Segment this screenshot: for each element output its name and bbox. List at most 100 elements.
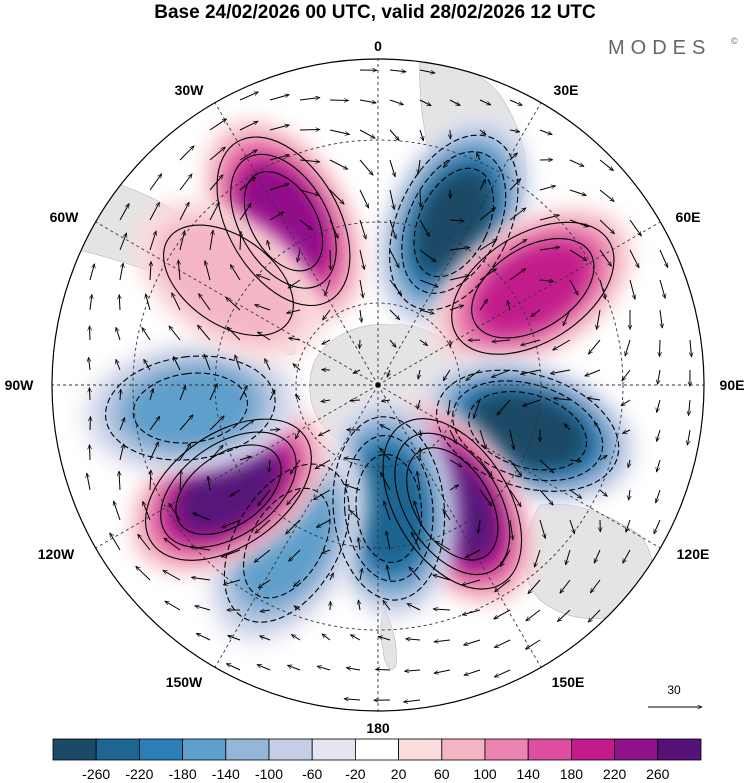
- wind-vector: [494, 639, 511, 649]
- wind-vector: [418, 369, 420, 379]
- wind-vector: [462, 579, 481, 585]
- wind-vector: [539, 129, 552, 135]
- contour-line: [132, 372, 248, 444]
- wind-vector: [499, 549, 511, 567]
- wind-vector: [560, 579, 571, 593]
- wind-vector: [593, 549, 601, 563]
- wind-vector: [138, 534, 151, 551]
- wind-vector: [443, 159, 451, 167]
- wind-vector: [116, 327, 121, 341]
- wind-vector: [599, 159, 613, 171]
- wind-vector: [119, 418, 125, 431]
- wind-vector: [90, 295, 92, 311]
- wind-vector: [258, 579, 271, 588]
- wind-vector: [329, 100, 349, 101]
- wind-vector: [169, 503, 181, 521]
- wind-vector: [479, 208, 496, 221]
- contour-line: [468, 391, 588, 471]
- colorbar-swatch: [527, 738, 572, 761]
- contour-line: [175, 444, 282, 536]
- longitude-labels: 0 30W 30E 60W 60E 90W 90E 120W 120E 150W…: [5, 38, 745, 736]
- wind-vector: [407, 603, 421, 611]
- wind-vector: [359, 159, 373, 175]
- contour-line: [355, 453, 423, 563]
- wind-vector: [239, 420, 254, 431]
- wind-vector: [120, 389, 121, 401]
- wind-vector: [419, 219, 430, 237]
- wind-vector: [659, 279, 665, 298]
- colorbar-label: -60: [302, 766, 322, 782]
- wind-vector: [293, 364, 301, 371]
- wind-vector: [629, 249, 640, 268]
- wind-vector: [449, 275, 470, 281]
- wind-vector: [521, 339, 541, 345]
- wind-vector: [420, 189, 421, 207]
- colorbar: -260 -220 -180 -140 -100 -60 -20 20 60 100 140 180 2…: [52, 738, 702, 782]
- wind-vector: [209, 202, 220, 221]
- wind-vector: [623, 430, 631, 434]
- wind-vector: [629, 489, 630, 500]
- wind-vector: [288, 279, 301, 288]
- wind-vector: [405, 670, 421, 671]
- wind-vector: [406, 639, 421, 640]
- wind-vector: [314, 489, 331, 501]
- wind-vector: [629, 219, 641, 236]
- wind-vector: [150, 262, 151, 281]
- wind-vector: [209, 230, 213, 251]
- anomaly-pos-30W: [201, 117, 366, 325]
- brand-text: MODES: [608, 37, 711, 59]
- lon-label-60e: 60E: [676, 209, 701, 225]
- wind-vector: [295, 429, 301, 439]
- wind-vector: [629, 279, 635, 299]
- wind-vector: [657, 459, 661, 472]
- meridian-line: [214, 102, 379, 386]
- meridian-line: [377, 384, 661, 549]
- lon-label-30e: 30E: [554, 82, 579, 98]
- wind-vector: [230, 489, 241, 497]
- wind-vector: [294, 579, 301, 587]
- colorbar-label: 140: [517, 766, 541, 782]
- wind-vector: [330, 573, 334, 581]
- wind-vector: [235, 355, 241, 371]
- contour-line: [332, 416, 446, 601]
- wind-vector: [239, 120, 258, 131]
- meridian-line: [95, 221, 379, 386]
- wind-vector: [479, 179, 486, 191]
- wind-vector: [322, 339, 331, 345]
- wind-vector: [228, 636, 241, 641]
- wind-vector: [109, 533, 121, 551]
- colorbar-swatch: [398, 738, 443, 761]
- wind-vector: [539, 489, 553, 505]
- lon-label-150w: 150W: [166, 674, 203, 690]
- lon-label-120w: 120W: [38, 546, 75, 562]
- wind-vector: [449, 220, 464, 221]
- lon-label-120e: 120E: [677, 546, 710, 562]
- wind-vector: [389, 129, 399, 141]
- wind-vector: [196, 632, 211, 641]
- wind-vector: [190, 547, 211, 551]
- wind-vector: [149, 416, 160, 431]
- wind-vector: [495, 579, 511, 592]
- colorbar-swatch: [354, 738, 399, 761]
- wind-vector: [193, 513, 211, 521]
- wind-vector: [569, 279, 579, 295]
- wind-vector: [599, 219, 615, 234]
- wind-vector: [114, 501, 121, 521]
- lon-label-90e: 90E: [720, 377, 745, 393]
- wind-vector: [553, 398, 571, 400]
- wind-vector: [136, 566, 151, 581]
- wind-vector: [588, 609, 601, 622]
- wind-vector: [359, 279, 363, 298]
- wind-vector: [569, 460, 582, 461]
- wind-vector: [258, 489, 271, 506]
- wind-vector: [449, 248, 470, 251]
- wind-vector: [417, 399, 420, 409]
- wind-vector: [599, 249, 612, 266]
- wind-vector: [417, 471, 421, 491]
- wind-vector: [656, 489, 661, 503]
- wind-vector: [435, 540, 451, 551]
- colorbar-label: -100: [255, 766, 283, 782]
- wind-vector: [384, 501, 391, 521]
- wind-vector: [329, 219, 339, 238]
